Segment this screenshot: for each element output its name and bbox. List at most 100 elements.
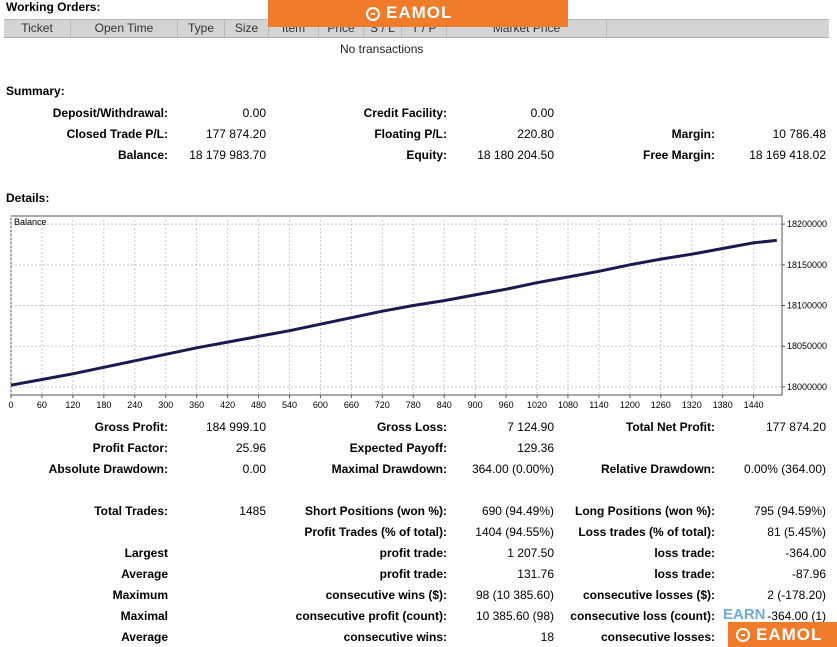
balance-series-line	[10, 238, 777, 387]
chart-title: Balance	[14, 217, 47, 227]
details-title: Details:	[6, 191, 50, 205]
watermark-text-bottom: EAMOL	[756, 625, 823, 644]
chart-y-tick-label: 18200000	[787, 219, 827, 229]
max-consecutive-wins-label: consecutive wins ($):	[325, 588, 447, 602]
chart-x-tick-label: 0	[8, 400, 13, 410]
balance-chart-svg: 0 60 120 180 240 300 360 420 480 540 600 660 720 780 8…	[8, 215, 827, 410]
short-positions-value: 690 (94.49%)	[481, 504, 554, 518]
eamol-logo-icon	[366, 7, 380, 21]
chart-y-tick-label: 18000000	[787, 382, 827, 392]
long-positions-label: Long Positions (won %):	[575, 504, 715, 518]
closed-pl-label: Closed Trade P/L:	[66, 127, 168, 141]
maximal-drawdown-value: 364.00 (0.00%)	[471, 462, 554, 476]
no-transactions-text: No transactions	[340, 42, 424, 56]
chart-x-tick-label: 1440	[744, 400, 764, 410]
watermark-banner-bottom: EAMOL	[728, 622, 837, 647]
chart-x-tick-label: 1380	[713, 400, 733, 410]
working-orders-title: Working Orders:	[6, 0, 101, 14]
chart-x-tick-label: 1020	[527, 400, 547, 410]
chart-x-tick-label: 1200	[620, 400, 640, 410]
maximal-consecutive-profit-value: 10 385.60 (98)	[475, 609, 554, 623]
chart-x-tick-label: 60	[37, 400, 47, 410]
chart-x-tick-label: 960	[499, 400, 514, 410]
chart-y-tick-label: 18050000	[787, 341, 827, 351]
chart-x-tick-label: 1260	[651, 400, 671, 410]
chart-x-tick-label: 1140	[589, 400, 608, 410]
margin-value: 10 786.48	[772, 127, 826, 141]
chart-x-tick-label: 660	[344, 400, 359, 410]
maximal-label: Maximal	[120, 609, 168, 623]
loss-trades-label: Loss trades (% of total):	[578, 525, 715, 539]
maximal-drawdown-label: Maximal Drawdown:	[331, 462, 447, 476]
largest-loss-label: loss trade:	[654, 546, 715, 560]
chart-x-tick-label: 420	[220, 400, 235, 410]
max-consecutive-wins-value: 98 (10 385.60)	[475, 588, 554, 602]
profit-trades-label: Profit Trades (% of total):	[304, 525, 447, 539]
column-size[interactable]: Size	[225, 20, 269, 37]
chart-y-tick-label: 18150000	[787, 260, 827, 270]
profit-trades-value: 1404 (94.55%)	[475, 525, 554, 539]
chart-x-tick-label: 600	[313, 400, 328, 410]
total-trades-label: Total Trades:	[94, 504, 168, 518]
gross-loss-label: Gross Loss:	[376, 420, 447, 434]
chart-x-tick-label: 900	[468, 400, 483, 410]
balance-value: 18 179 983.70	[189, 148, 266, 162]
long-positions-value: 795 (94.59%)	[753, 504, 826, 518]
average-label: Average	[121, 567, 168, 581]
eamol-logo-icon-bottom	[736, 628, 750, 642]
relative-drawdown-label: Relative Drawdown:	[600, 462, 715, 476]
profit-factor-value: 25.96	[235, 441, 266, 455]
equity-label: Equity:	[406, 148, 447, 162]
watermark-partial-text: EARN	[723, 606, 766, 623]
free-margin-label: Free Margin:	[642, 148, 715, 162]
total-net-profit-value: 177 874.20	[765, 420, 826, 434]
chart-x-tick-label: 360	[189, 400, 204, 410]
expected-payoff-value: 129.36	[517, 441, 554, 455]
gross-loss-value: 7 124.90	[507, 420, 554, 434]
maximal-consecutive-profit-label: consecutive profit (count):	[295, 609, 447, 623]
average-profit-label: profit trade:	[379, 567, 447, 581]
chart-x-tick-label: 780	[406, 400, 421, 410]
chart-x-tick-label: 540	[282, 400, 297, 410]
chart-x-tick-label: 180	[96, 400, 111, 410]
short-positions-label: Short Positions (won %):	[305, 504, 447, 518]
column-ticket[interactable]: Ticket	[4, 20, 71, 37]
chart-x-tick-label: 840	[437, 400, 452, 410]
gross-profit-label: Gross Profit:	[94, 420, 168, 434]
column-type[interactable]: Type	[178, 20, 225, 37]
watermark-banner-top: EAMOL	[268, 0, 568, 27]
loss-trades-value: 81 (5.45%)	[767, 525, 826, 539]
average-consecutive-wins-label: consecutive wins:	[343, 630, 447, 644]
average-profit-value: 131.76	[517, 567, 554, 581]
max-consecutive-losses-value: 2 (-178.20)	[767, 588, 826, 602]
chart-x-tick-label: 1080	[558, 400, 578, 410]
largest-profit-label: profit trade:	[379, 546, 447, 560]
average-consecutive-losses-label: consecutive losses:	[600, 630, 715, 644]
average-consecutive-label: Average	[121, 630, 168, 644]
chart-x-tick-label: 720	[375, 400, 390, 410]
balance-chart: 0 60 120 180 240 300 360 420 480 540 600 660 720 780 8…	[8, 214, 837, 412]
largest-loss-value: -364.00	[785, 546, 826, 560]
equity-value: 18 180 204.50	[477, 148, 554, 162]
maximal-consecutive-loss-label: consecutive loss (count):	[570, 609, 715, 623]
absolute-drawdown-label: Absolute Drawdown:	[48, 462, 168, 476]
watermark-text: EAMOL	[386, 3, 453, 22]
margin-label: Margin:	[671, 127, 715, 141]
deposit-label: Deposit/Withdrawal:	[52, 106, 168, 120]
column-open-time[interactable]: Open Time	[71, 20, 178, 37]
balance-label: Balance:	[117, 148, 168, 162]
floating-pl-label: Floating P/L:	[374, 127, 447, 141]
chart-x-tick-label: 300	[158, 400, 173, 410]
average-loss-value: -87.96	[791, 567, 826, 581]
deposit-value: 0.00	[242, 106, 266, 120]
relative-drawdown-value: 0.00% (364.00)	[743, 462, 826, 476]
total-net-profit-label: Total Net Profit:	[625, 420, 715, 434]
closed-pl-value: 177 874.20	[205, 127, 266, 141]
profit-factor-label: Profit Factor:	[92, 441, 168, 455]
chart-x-tick-label: 480	[251, 400, 266, 410]
average-consecutive-wins-value: 18	[540, 630, 554, 644]
max-consecutive-losses-label: consecutive losses ($):	[582, 588, 715, 602]
summary-title: Summary:	[6, 84, 65, 98]
gross-profit-value: 184 999.10	[205, 420, 266, 434]
credit-label: Credit Facility:	[363, 106, 447, 120]
